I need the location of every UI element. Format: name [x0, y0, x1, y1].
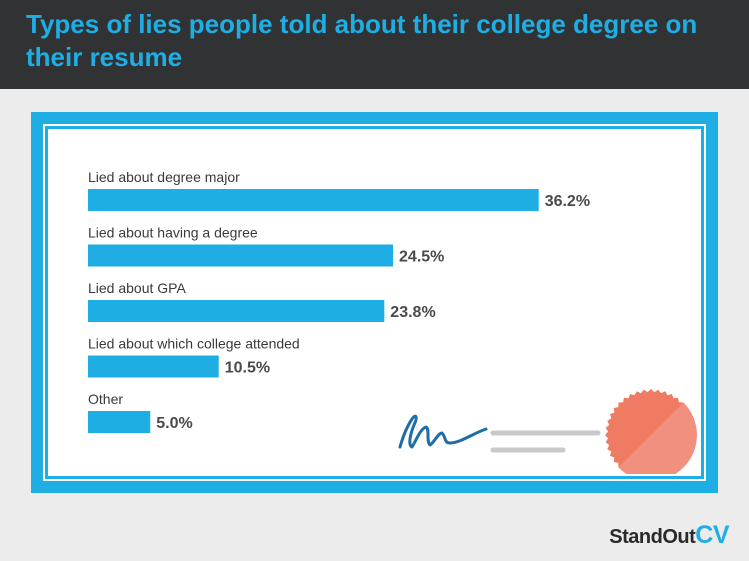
- bar: [88, 189, 539, 211]
- chart-card: Lied about degree major 36.2% Lied about h…: [48, 129, 701, 476]
- header-banner: Types of lies people told about their co…: [0, 0, 749, 89]
- value-label: 36.2%: [545, 193, 590, 210]
- seal-icon: [605, 389, 697, 474]
- category-label: Lied about GPA: [88, 280, 186, 296]
- chart-marks: Lied about degree major 36.2% Lied about h…: [88, 169, 590, 433]
- category-label: Lied about which college attended: [88, 336, 300, 352]
- signature-icon: [398, 414, 488, 449]
- brand-logo: StandOutCV: [609, 521, 729, 550]
- bar: [88, 244, 394, 267]
- brand-logo-standout: StandOut: [609, 526, 696, 548]
- value-label: 23.8%: [390, 304, 435, 321]
- certificate-frame: Lied about degree major 36.2% Lied about h…: [31, 112, 718, 493]
- certificate-border: Lied about degree major 36.2% Lied about h…: [43, 124, 706, 481]
- bar: [88, 300, 385, 322]
- bar-chart: Lied about degree major 36.2% Lied about h…: [88, 169, 697, 474]
- bar: [88, 355, 219, 378]
- category-label: Other: [88, 391, 123, 407]
- value-label: 10.5%: [225, 360, 270, 377]
- bar: [88, 411, 151, 433]
- value-label: 5.0%: [156, 415, 192, 432]
- page-title: Types of lies people told about their co…: [26, 9, 698, 72]
- value-label: 24.5%: [399, 249, 444, 266]
- category-label: Lied about degree major: [88, 169, 240, 185]
- brand-logo-cv: CV: [695, 521, 729, 549]
- category-label: Lied about having a degree: [88, 225, 258, 241]
